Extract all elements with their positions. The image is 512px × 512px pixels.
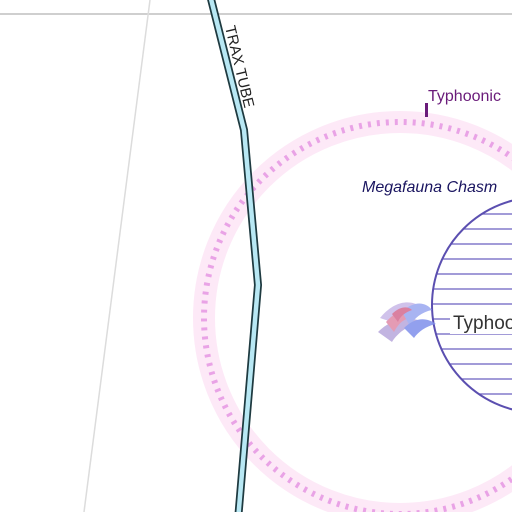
location-label-bg [450, 310, 512, 334]
location-label[interactable]: Typhoon [453, 313, 512, 334]
storm-swirl-icon[interactable] [378, 302, 436, 342]
map-road-line [83, 0, 151, 512]
zone-marker-icon [425, 103, 428, 117]
zone-glow-ring [193, 111, 512, 512]
location-outline [431, 199, 512, 411]
trax-tube-line[interactable] [208, 0, 261, 512]
region-label[interactable]: Typhoonic [428, 88, 501, 105]
zone-label[interactable]: Megafauna Chasm [362, 179, 497, 196]
location-area[interactable] [420, 197, 512, 413]
